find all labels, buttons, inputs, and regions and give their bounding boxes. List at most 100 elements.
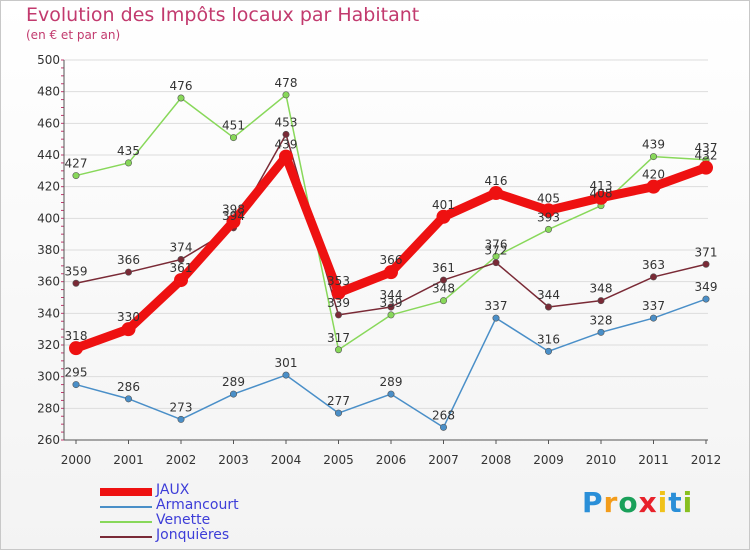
data-label-jonquieres: 394 [222, 209, 245, 223]
data-label-armancourt: 295 [65, 366, 88, 380]
point-venette [125, 159, 133, 167]
data-label-jonquieres: 453 [275, 115, 298, 129]
data-label-jaux: 413 [590, 179, 613, 193]
y-tick-label: 460 [37, 116, 60, 130]
data-label-venette: 439 [642, 138, 665, 152]
point-venette [387, 311, 395, 319]
data-label-armancourt: 337 [642, 299, 665, 313]
point-jonquieres [439, 276, 447, 284]
legend-label-armancourt: Armancourt [156, 497, 239, 513]
legend-swatch-jonquieres [100, 536, 152, 538]
x-tick-label: 2009 [533, 453, 564, 467]
data-label-armancourt: 289 [222, 375, 245, 389]
point-jonquieres [387, 303, 395, 311]
data-label-armancourt: 316 [537, 332, 560, 346]
data-label-venette: 376 [485, 237, 508, 251]
point-jaux [174, 273, 188, 288]
data-label-jonquieres: 361 [432, 261, 455, 275]
data-label-jonquieres: 339 [327, 296, 350, 310]
x-tick-label: 2005 [323, 453, 354, 467]
y-tick-label: 300 [37, 370, 60, 384]
legend-label-venette: Venette [156, 512, 211, 528]
point-venette [334, 346, 342, 354]
legend-swatch-jaux [100, 488, 152, 496]
point-armancourt [439, 423, 447, 431]
data-label-jonquieres: 371 [695, 245, 718, 259]
point-jonquieres [492, 259, 500, 267]
data-label-venette: 339 [380, 296, 403, 310]
point-armancourt [492, 314, 500, 322]
axes: 260 280 300 320 340 360 380 400 420 440 460 480 500 2… [37, 53, 721, 467]
data-labels: 295 286 273 289 301 277 289 268 337 316 328 337 349 4… [65, 76, 718, 423]
y-tick-label: 400 [37, 211, 60, 225]
point-jonquieres [125, 268, 133, 276]
point-venette [544, 225, 552, 233]
point-jaux [436, 209, 451, 224]
y-tick-label: 380 [37, 243, 60, 257]
data-label-armancourt: 268 [432, 408, 455, 422]
legend-label-jaux: JAUX [156, 482, 190, 498]
data-label-venette: 476 [170, 79, 193, 93]
y-tick-label: 320 [37, 338, 60, 352]
data-label-jonquieres: 363 [642, 258, 665, 272]
legend-swatch-armancourt [100, 506, 152, 508]
point-armancourt [282, 371, 290, 379]
legend-label-jonquieres: Jonquières [156, 527, 230, 543]
data-label-jaux: 432 [695, 149, 718, 163]
point-jaux [646, 179, 661, 194]
point-jaux [331, 285, 346, 300]
point-jaux [279, 149, 293, 164]
legend-swatch-venette [100, 521, 152, 523]
data-label-venette: 348 [432, 282, 455, 296]
point-jaux [699, 160, 713, 175]
data-label-venette: 317 [327, 331, 350, 345]
x-tick-label: 2011 [638, 453, 669, 467]
grid [64, 59, 708, 441]
point-jonquieres [334, 311, 342, 319]
point-jaux [541, 203, 556, 218]
y-tick-label: 260 [37, 433, 60, 447]
y-tick-label: 480 [37, 85, 60, 99]
point-jaux [384, 265, 398, 280]
data-label-venette: 435 [117, 144, 140, 158]
proxiti-logo: Proxiti [582, 486, 693, 519]
logo-letter: x [638, 486, 658, 519]
data-label-jonquieres: 344 [537, 288, 560, 302]
y-tick-label: 360 [37, 275, 60, 289]
x-tick-label: 2002 [166, 453, 197, 467]
data-label-armancourt: 349 [695, 280, 718, 294]
x-tick-label: 2001 [113, 453, 144, 467]
data-label-armancourt: 301 [275, 356, 298, 370]
point-venette [649, 153, 657, 161]
logo-letter: r [603, 486, 619, 519]
data-label-jaux: 398 [222, 203, 245, 217]
data-label-armancourt: 328 [590, 313, 613, 327]
y-tick-label: 420 [37, 180, 60, 194]
x-tick-label: 2008 [481, 453, 512, 467]
logo-letter: i [657, 486, 669, 519]
data-label-jaux: 420 [642, 168, 665, 182]
point-jonquieres [702, 260, 710, 268]
point-jonquieres [649, 273, 657, 281]
point-armancourt [544, 347, 552, 355]
point-venette [439, 297, 447, 305]
data-label-armancourt: 337 [485, 299, 508, 313]
logo-letter: i [682, 486, 694, 519]
data-label-jaux: 366 [380, 253, 403, 267]
data-label-jaux: 416 [485, 174, 508, 188]
data-label-jaux: 361 [170, 261, 193, 275]
point-jaux [69, 341, 83, 356]
data-label-jonquieres: 366 [117, 253, 140, 267]
point-armancourt [387, 390, 395, 398]
data-label-venette: 451 [222, 119, 245, 133]
data-label-jaux: 353 [327, 274, 350, 288]
data-label-jaux: 405 [537, 191, 560, 205]
y-tick-label: 340 [37, 306, 60, 320]
data-label-armancourt: 286 [117, 380, 140, 394]
data-label-jonquieres: 348 [590, 282, 613, 296]
point-jaux [594, 190, 608, 205]
point-armancourt [230, 390, 238, 398]
x-tick-label: 2006 [376, 453, 407, 467]
point-armancourt [125, 395, 133, 403]
